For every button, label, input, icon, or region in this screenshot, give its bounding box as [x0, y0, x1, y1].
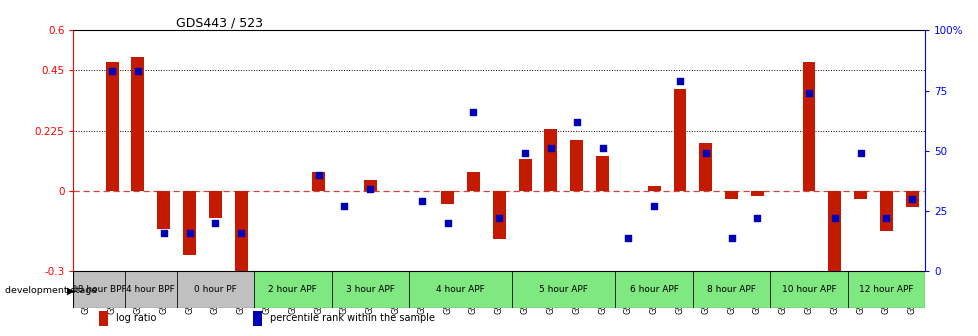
Text: percentile rank within the sample: percentile rank within the sample: [269, 313, 434, 323]
Bar: [176, 271, 254, 307]
Bar: [544, 129, 556, 191]
Bar: [518, 159, 531, 191]
Point: [414, 199, 429, 204]
Bar: [409, 271, 511, 307]
Bar: [254, 271, 332, 307]
Text: 3 hour APF: 3 hour APF: [345, 285, 394, 294]
Point: [852, 151, 867, 156]
Bar: [312, 172, 325, 191]
Point: [466, 110, 481, 115]
Bar: [802, 62, 815, 191]
Text: GDS443 / 523: GDS443 / 523: [175, 16, 262, 29]
Bar: [879, 191, 892, 231]
Point: [439, 220, 455, 226]
Bar: [905, 191, 917, 207]
Point: [491, 216, 507, 221]
Point: [594, 146, 609, 151]
Text: 2 hour APF: 2 hour APF: [268, 285, 317, 294]
Bar: [692, 271, 770, 307]
Bar: [252, 311, 261, 326]
Bar: [131, 57, 145, 191]
Bar: [725, 191, 737, 199]
Bar: [73, 271, 125, 307]
Bar: [364, 180, 377, 191]
Point: [543, 146, 558, 151]
Text: 18 hour BPF: 18 hour BPF: [71, 285, 126, 294]
Point: [568, 119, 584, 125]
Point: [516, 151, 532, 156]
Text: 6 hour APF: 6 hour APF: [629, 285, 678, 294]
Point: [233, 230, 248, 236]
Bar: [770, 271, 847, 307]
Bar: [511, 271, 615, 307]
Point: [697, 151, 713, 156]
Bar: [183, 191, 196, 255]
Text: 5 hour APF: 5 hour APF: [539, 285, 588, 294]
Point: [672, 78, 688, 84]
Bar: [441, 191, 454, 204]
Text: development stage: development stage: [5, 286, 97, 295]
Point: [207, 220, 223, 226]
Point: [645, 204, 661, 209]
Text: ▶: ▶: [67, 286, 74, 296]
Bar: [827, 191, 840, 271]
Bar: [208, 191, 222, 218]
Point: [336, 204, 352, 209]
Point: [156, 230, 171, 236]
Text: log ratio: log ratio: [115, 313, 156, 323]
Bar: [235, 191, 247, 271]
Point: [723, 235, 738, 240]
Point: [310, 172, 326, 178]
Bar: [615, 271, 692, 307]
Point: [877, 216, 893, 221]
Text: 10 hour APF: 10 hour APF: [780, 285, 835, 294]
Point: [904, 196, 919, 202]
Bar: [492, 191, 506, 239]
Bar: [647, 186, 660, 191]
Bar: [596, 156, 608, 191]
Bar: [750, 191, 763, 196]
Point: [826, 216, 842, 221]
Text: 4 hour BPF: 4 hour BPF: [126, 285, 175, 294]
Bar: [673, 89, 686, 191]
Text: 0 hour PF: 0 hour PF: [194, 285, 237, 294]
Bar: [157, 191, 170, 228]
Bar: [853, 191, 867, 199]
Bar: [99, 311, 109, 326]
Point: [620, 235, 636, 240]
Point: [362, 187, 378, 192]
Point: [800, 90, 816, 96]
Point: [130, 69, 146, 74]
Bar: [847, 271, 924, 307]
Point: [749, 216, 765, 221]
Text: 8 hour APF: 8 hour APF: [706, 285, 755, 294]
Bar: [698, 143, 711, 191]
Bar: [332, 271, 409, 307]
Text: 12 hour APF: 12 hour APF: [859, 285, 912, 294]
Bar: [125, 271, 176, 307]
Point: [182, 230, 198, 236]
Text: 4 hour APF: 4 hour APF: [436, 285, 484, 294]
Bar: [106, 62, 118, 191]
Point: [105, 69, 120, 74]
Bar: [569, 140, 583, 191]
Bar: [467, 172, 479, 191]
